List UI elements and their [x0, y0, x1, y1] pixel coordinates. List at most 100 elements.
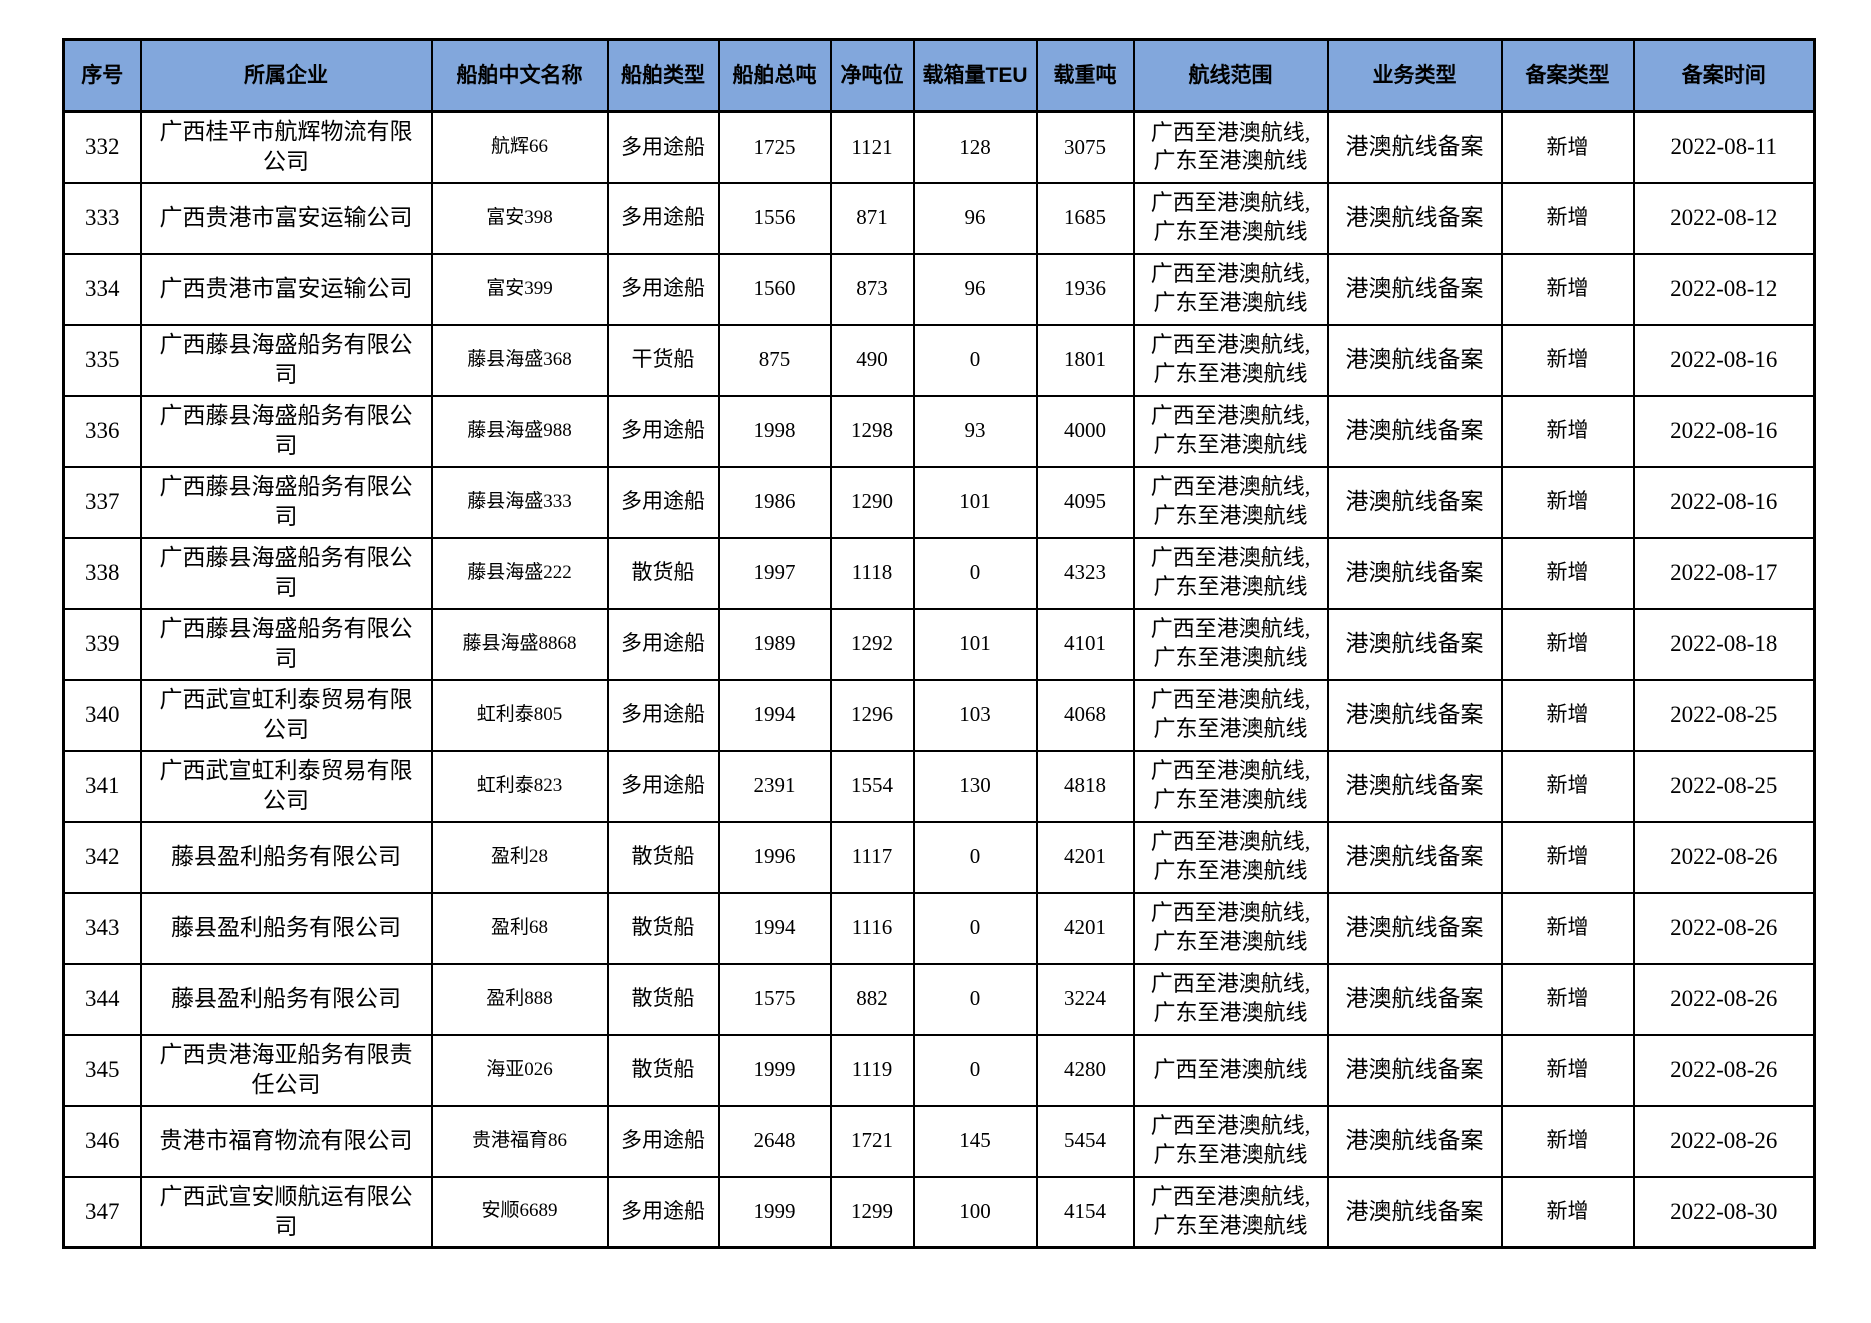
cell-filing-date: 2022-08-25 — [1632, 678, 1816, 752]
cell-company: 广西藤县海盛船务有限公司 — [139, 465, 433, 539]
cell-net-tonnage: 490 — [829, 323, 915, 397]
cell-deadweight: 4101 — [1035, 607, 1135, 681]
cell-filing-type: 新增 — [1500, 820, 1635, 894]
cell-business-type: 港澳航线备案 — [1326, 1175, 1503, 1249]
cell-ship-name: 藤县海盛8868 — [430, 607, 609, 681]
cell-deadweight: 3075 — [1035, 110, 1135, 184]
cell-business-type: 港澳航线备案 — [1326, 678, 1503, 752]
cell-company: 广西藤县海盛船务有限公司 — [139, 394, 433, 468]
cell-seq: 339 — [62, 607, 142, 681]
cell-ship-name: 航辉66 — [430, 110, 609, 184]
cell-teu: 93 — [912, 394, 1038, 468]
cell-deadweight: 3224 — [1035, 962, 1135, 1036]
col-header-business-type: 业务类型 — [1326, 38, 1503, 113]
cell-net-tonnage: 1117 — [829, 820, 915, 894]
cell-ship-type: 散货船 — [606, 820, 720, 894]
cell-teu: 0 — [912, 891, 1038, 965]
cell-company: 贵港市福育物流有限公司 — [139, 1104, 433, 1178]
cell-business-type: 港澳航线备案 — [1326, 536, 1503, 610]
cell-ship-type: 多用途船 — [606, 110, 720, 184]
cell-filing-date: 2022-08-26 — [1632, 820, 1816, 894]
table-row: 337 广西藤县海盛船务有限公司 藤县海盛333 多用途船 1986 1290 101 409… — [62, 465, 1816, 539]
cell-filing-type: 新增 — [1500, 1175, 1635, 1249]
cell-ship-type: 多用途船 — [606, 1175, 720, 1249]
ship-filing-table: 序号 所属企业 船舶中文名称 船舶类型 船舶总吨 净吨位 载箱量TEU 载重吨 … — [62, 38, 1816, 1249]
cell-seq: 334 — [62, 252, 142, 326]
cell-seq: 342 — [62, 820, 142, 894]
col-header-gross-tonnage: 船舶总吨 — [717, 38, 832, 113]
cell-filing-type: 新增 — [1500, 1033, 1635, 1107]
col-header-deadweight: 载重吨 — [1035, 38, 1135, 113]
cell-net-tonnage: 1116 — [829, 891, 915, 965]
cell-deadweight: 4154 — [1035, 1175, 1135, 1249]
cell-filing-type: 新增 — [1500, 536, 1635, 610]
cell-filing-type: 新增 — [1500, 1104, 1635, 1178]
cell-net-tonnage: 1298 — [829, 394, 915, 468]
cell-gross-tonnage: 1998 — [717, 394, 832, 468]
cell-seq: 341 — [62, 749, 142, 823]
cell-ship-type: 散货船 — [606, 962, 720, 1036]
cell-filing-type: 新增 — [1500, 323, 1635, 397]
cell-ship-type: 多用途船 — [606, 607, 720, 681]
cell-seq: 336 — [62, 394, 142, 468]
cell-business-type: 港澳航线备案 — [1326, 181, 1503, 255]
cell-filing-date: 2022-08-30 — [1632, 1175, 1816, 1249]
cell-route: 广西至港澳航线, 广东至港澳航线 — [1132, 465, 1329, 539]
cell-route: 广西至港澳航线, 广东至港澳航线 — [1132, 891, 1329, 965]
cell-company: 广西贵港市富安运输公司 — [139, 181, 433, 255]
cell-deadweight: 1801 — [1035, 323, 1135, 397]
cell-gross-tonnage: 1989 — [717, 607, 832, 681]
cell-route: 广西至港澳航线, 广东至港澳航线 — [1132, 110, 1329, 184]
cell-deadweight: 4280 — [1035, 1033, 1135, 1107]
cell-gross-tonnage: 1994 — [717, 678, 832, 752]
header-row: 序号 所属企业 船舶中文名称 船舶类型 船舶总吨 净吨位 载箱量TEU 载重吨 … — [62, 38, 1816, 113]
cell-net-tonnage: 1292 — [829, 607, 915, 681]
cell-seq: 345 — [62, 1033, 142, 1107]
cell-filing-date: 2022-08-12 — [1632, 252, 1816, 326]
cell-net-tonnage: 1121 — [829, 110, 915, 184]
cell-teu: 0 — [912, 962, 1038, 1036]
table-header: 序号 所属企业 船舶中文名称 船舶类型 船舶总吨 净吨位 载箱量TEU 载重吨 … — [62, 38, 1816, 113]
cell-business-type: 港澳航线备案 — [1326, 323, 1503, 397]
table-row: 346 贵港市福育物流有限公司 贵港福育86 多用途船 2648 1721 145 5454 广… — [62, 1104, 1816, 1178]
cell-route: 广西至港澳航线, 广东至港澳航线 — [1132, 1104, 1329, 1178]
cell-filing-type: 新增 — [1500, 962, 1635, 1036]
cell-gross-tonnage: 1725 — [717, 110, 832, 184]
cell-gross-tonnage: 1997 — [717, 536, 832, 610]
cell-seq: 333 — [62, 181, 142, 255]
cell-ship-type: 多用途船 — [606, 1104, 720, 1178]
cell-ship-type: 干货船 — [606, 323, 720, 397]
cell-filing-date: 2022-08-18 — [1632, 607, 1816, 681]
cell-teu: 101 — [912, 465, 1038, 539]
cell-ship-type: 散货船 — [606, 536, 720, 610]
cell-deadweight: 4095 — [1035, 465, 1135, 539]
cell-gross-tonnage: 875 — [717, 323, 832, 397]
cell-business-type: 港澳航线备案 — [1326, 820, 1503, 894]
col-header-seq: 序号 — [62, 38, 142, 113]
cell-net-tonnage: 873 — [829, 252, 915, 326]
col-header-teu: 载箱量TEU — [912, 38, 1038, 113]
cell-seq: 337 — [62, 465, 142, 539]
cell-teu: 128 — [912, 110, 1038, 184]
cell-net-tonnage: 1721 — [829, 1104, 915, 1178]
cell-route: 广西至港澳航线, 广东至港澳航线 — [1132, 536, 1329, 610]
table-row: 340 广西武宣虹利泰贸易有限公司 虹利泰805 多用途船 1994 1296 103 406… — [62, 678, 1816, 752]
cell-ship-type: 多用途船 — [606, 465, 720, 539]
cell-filing-date: 2022-08-26 — [1632, 1104, 1816, 1178]
cell-seq: 338 — [62, 536, 142, 610]
col-header-company: 所属企业 — [139, 38, 433, 113]
table-row: 344 藤县盈利船务有限公司 盈利888 散货船 1575 882 0 3224 广西至港澳航线… — [62, 962, 1816, 1036]
cell-business-type: 港澳航线备案 — [1326, 394, 1503, 468]
cell-ship-type: 多用途船 — [606, 181, 720, 255]
cell-business-type: 港澳航线备案 — [1326, 1104, 1503, 1178]
cell-company: 广西贵港市富安运输公司 — [139, 252, 433, 326]
cell-teu: 130 — [912, 749, 1038, 823]
cell-route: 广西至港澳航线, 广东至港澳航线 — [1132, 678, 1329, 752]
cell-route: 广西至港澳航线 — [1132, 1033, 1329, 1107]
cell-ship-type: 散货船 — [606, 891, 720, 965]
cell-route: 广西至港澳航线, 广东至港澳航线 — [1132, 252, 1329, 326]
cell-filing-date: 2022-08-11 — [1632, 110, 1816, 184]
cell-net-tonnage: 1554 — [829, 749, 915, 823]
cell-deadweight: 4201 — [1035, 891, 1135, 965]
